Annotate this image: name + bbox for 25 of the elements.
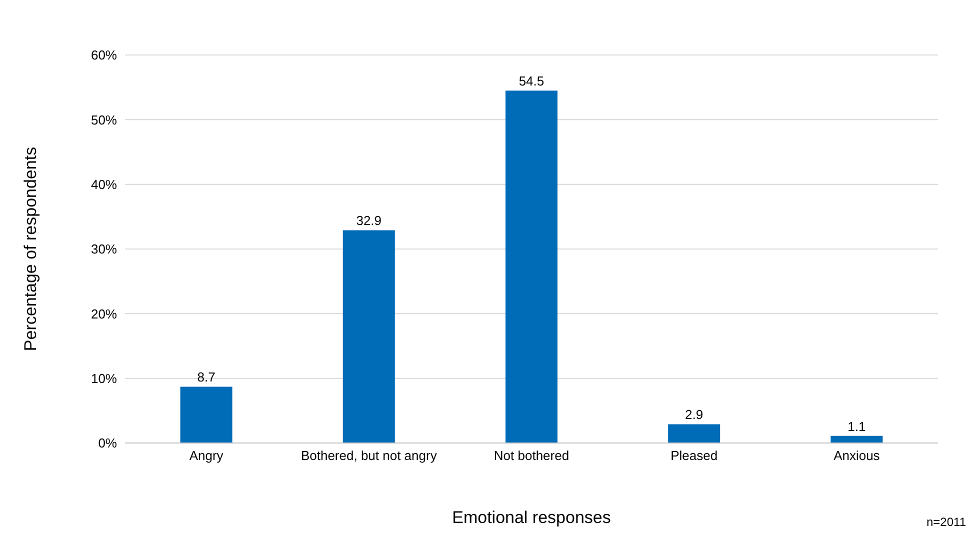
- y-tick-label: 60%: [90, 48, 118, 63]
- x-tick-label: Pleased: [670, 448, 718, 464]
- text: n=2011: [926, 515, 966, 529]
- x-axis-title: Emotional responses: [452, 508, 611, 527]
- x-tick-label: Angry: [189, 448, 224, 464]
- data-label: 8.7: [197, 370, 216, 385]
- y-tick-label: 40%: [90, 176, 118, 192]
- bar: [505, 90, 558, 443]
- y-tick-label: 20%: [90, 306, 118, 322]
- y-axis-title: Percentage of respondents: [21, 146, 40, 352]
- y-tick-label: 50%: [90, 112, 118, 128]
- x-tick-label: Not bothered: [494, 448, 570, 464]
- y-tick-label: 10%: [90, 370, 118, 386]
- bar: [830, 436, 883, 443]
- y-tick-label: 30%: [90, 242, 118, 257]
- bar: [342, 230, 395, 443]
- data-label: 2.9: [685, 407, 704, 422]
- data-label: 1.1: [848, 418, 866, 434]
- data-label: 32.9: [356, 213, 382, 228]
- bar: [180, 386, 232, 443]
- data-label: 54.5: [518, 74, 544, 89]
- bar: [668, 424, 720, 443]
- y-tick-label: 0%: [98, 436, 118, 451]
- x-tick-label: Bothered, but not angry: [300, 448, 438, 464]
- x-tick-label: Anxious: [834, 448, 880, 464]
